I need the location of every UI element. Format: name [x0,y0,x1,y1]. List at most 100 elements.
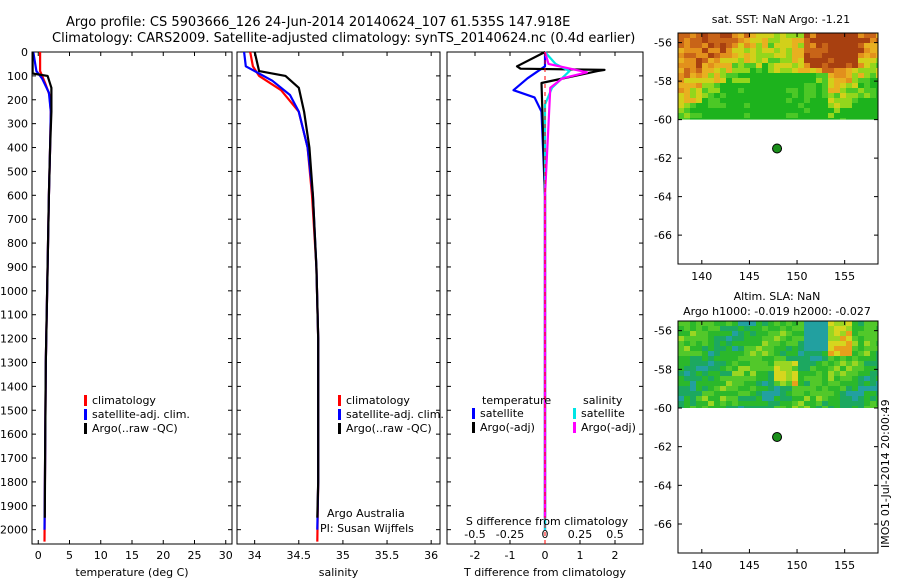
heatmap-cell [714,103,720,108]
heatmap-cell [702,103,708,108]
heatmap-cell [810,401,816,406]
sst_map-heatmap [678,33,878,120]
heatmap-cell [816,341,822,346]
heatmap-cell [798,113,804,118]
heatmap-cell [684,113,690,118]
heatmap-cell [726,108,732,113]
heatmap-cell [684,361,690,366]
heatmap-cell [846,78,852,83]
heatmap-cell [786,78,792,83]
heatmap-cell [858,386,864,391]
heatmap-cell [852,381,858,386]
heatmap-cell [780,336,786,341]
heatmap-cell [804,108,810,113]
heatmap-cell [726,336,732,341]
heatmap-cell [744,88,750,93]
heatmap-cell [804,386,810,391]
heatmap-cell [804,53,810,58]
heatmap-cell [714,78,720,83]
heatmap-cell [768,83,774,88]
difference-sdiff-tick-label: 0 [542,528,549,541]
heatmap-cell [768,321,774,326]
heatmap-cell [768,386,774,391]
heatmap-cell [810,38,816,43]
heatmap-cell [870,321,876,326]
heatmap-cell [696,108,702,113]
heatmap-cell [696,381,702,386]
heatmap-cell [726,58,732,63]
heatmap-cell [816,386,822,391]
heatmap-cell [774,406,780,408]
heatmap-cell [684,331,690,336]
heatmap-cell [870,113,876,118]
heatmap-cell [684,38,690,43]
heatmap-cell [702,381,708,386]
heatmap-cell [750,391,756,396]
heatmap-cell [762,88,768,93]
heatmap-cell [786,386,792,391]
difference-series-t-satellite [512,52,547,530]
heatmap-cell [804,331,810,336]
heatmap-cell [756,371,762,376]
heatmap-cell [744,336,750,341]
heatmap-cell [780,38,786,43]
heatmap-cell [864,406,870,408]
heatmap-cell [786,391,792,396]
heatmap-cell [762,356,768,361]
heatmap-cell [702,118,708,120]
heatmap-cell [702,386,708,391]
heatmap-cell [696,73,702,78]
heatmap-cell [708,391,714,396]
heatmap-cell [816,108,822,113]
heatmap-cell [744,43,750,48]
heatmap-cell [774,98,780,103]
heatmap-cell [786,63,792,68]
heatmap-cell [834,341,840,346]
heatmap-cell [678,83,684,88]
heatmap-cell [834,88,840,93]
heatmap-cell [864,43,870,48]
heatmap-cell [828,361,834,366]
heatmap-cell [684,341,690,346]
heatmap-cell [756,118,762,120]
heatmap-cell [780,356,786,361]
heatmap-cell [822,386,828,391]
heatmap-cell [678,118,684,120]
heatmap-cell [768,366,774,371]
heatmap-cell [822,43,828,48]
heatmap-cell [696,43,702,48]
heatmap-cell [846,356,852,361]
heatmap-cell [678,326,684,331]
heatmap-cell [696,58,702,63]
temperature-legend-swatch [84,395,87,406]
heatmap-cell [804,401,810,406]
heatmap-cell [774,326,780,331]
heatmap-cell [816,58,822,63]
heatmap-cell [780,361,786,366]
heatmap-cell [840,83,846,88]
heatmap-cell [852,356,858,361]
heatmap-cell [756,401,762,406]
heatmap-cell [822,113,828,118]
heatmap-cell [708,78,714,83]
sla_map-ytick-label: -64 [654,479,672,492]
heatmap-cell [822,406,828,408]
heatmap-cell [834,93,840,98]
heatmap-cell [774,93,780,98]
heatmap-cell [804,321,810,326]
heatmap-cell [810,351,816,356]
heatmap-cell [810,108,816,113]
heatmap-cell [822,326,828,331]
heatmap-cell [780,113,786,118]
heatmap-cell [858,331,864,336]
heatmap-cell [750,98,756,103]
heatmap-cell [756,113,762,118]
heatmap-cell [756,406,762,408]
heatmap-cell [684,381,690,386]
heatmap-cell [780,98,786,103]
heatmap-cell [780,68,786,73]
temperature-legend-swatch [84,409,87,420]
heatmap-cell [756,356,762,361]
heatmap-cell [804,406,810,408]
